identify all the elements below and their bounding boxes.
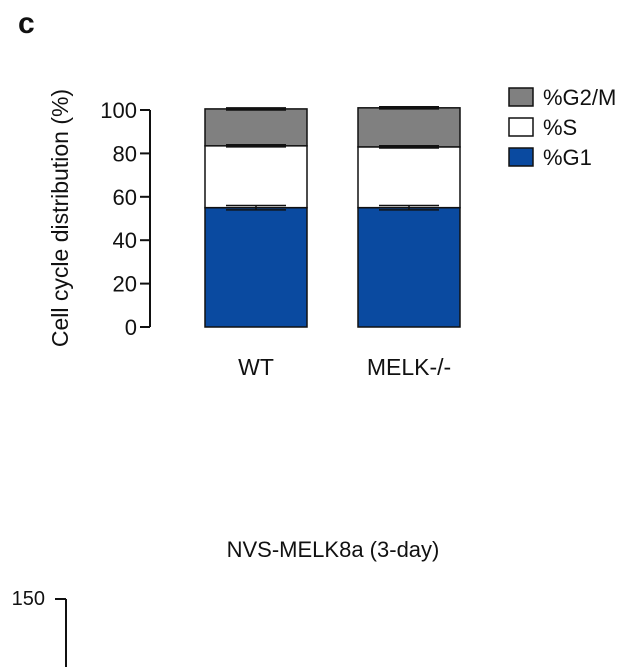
y-tick-label: 20 — [113, 272, 137, 297]
y-axis-title: Cell cycle distribution (%) — [47, 89, 73, 347]
legend-swatch — [508, 117, 534, 137]
panel-label: c — [18, 7, 35, 40]
y-tick-label: 100 — [100, 98, 137, 123]
y-tick-label: 60 — [113, 185, 137, 210]
x-tick-label: WT — [238, 354, 274, 380]
second-chart-fragment: NVS-MELK8a (3-day) 150 — [12, 537, 440, 667]
bar-segment-G1 — [357, 206, 461, 328]
y-tick-label: 0 — [125, 315, 137, 340]
x-axis-labels: WT MELK-/- — [238, 354, 451, 380]
bar-segment-G2M — [357, 107, 461, 148]
y-tick-label: 40 — [113, 228, 137, 253]
legend: %G2/M %S %G1 — [508, 85, 616, 170]
legend-swatch — [508, 87, 534, 107]
legend-label: %G2/M — [543, 85, 616, 110]
chart2-title: NVS-MELK8a (3-day) — [227, 537, 440, 562]
bar-segment-S — [357, 146, 461, 209]
legend-swatch — [508, 147, 534, 167]
y-axis-ticks: 0 20 40 60 80 100 — [100, 98, 150, 340]
legend-label: %S — [543, 115, 577, 140]
chart2-ytick-label: 150 — [12, 588, 45, 610]
y-tick-label: 80 — [113, 141, 137, 166]
bar-segment-S — [204, 145, 308, 209]
bar-segment-G2M — [204, 108, 308, 147]
stacked-bar-chart: 0 20 40 60 80 100 WT MELK-/- Cell cycle distri… — [47, 85, 616, 380]
bar-segment-G1 — [204, 206, 308, 328]
legend-label: %G1 — [543, 145, 592, 170]
x-tick-label: MELK-/- — [367, 354, 451, 380]
bars — [204, 105, 461, 328]
